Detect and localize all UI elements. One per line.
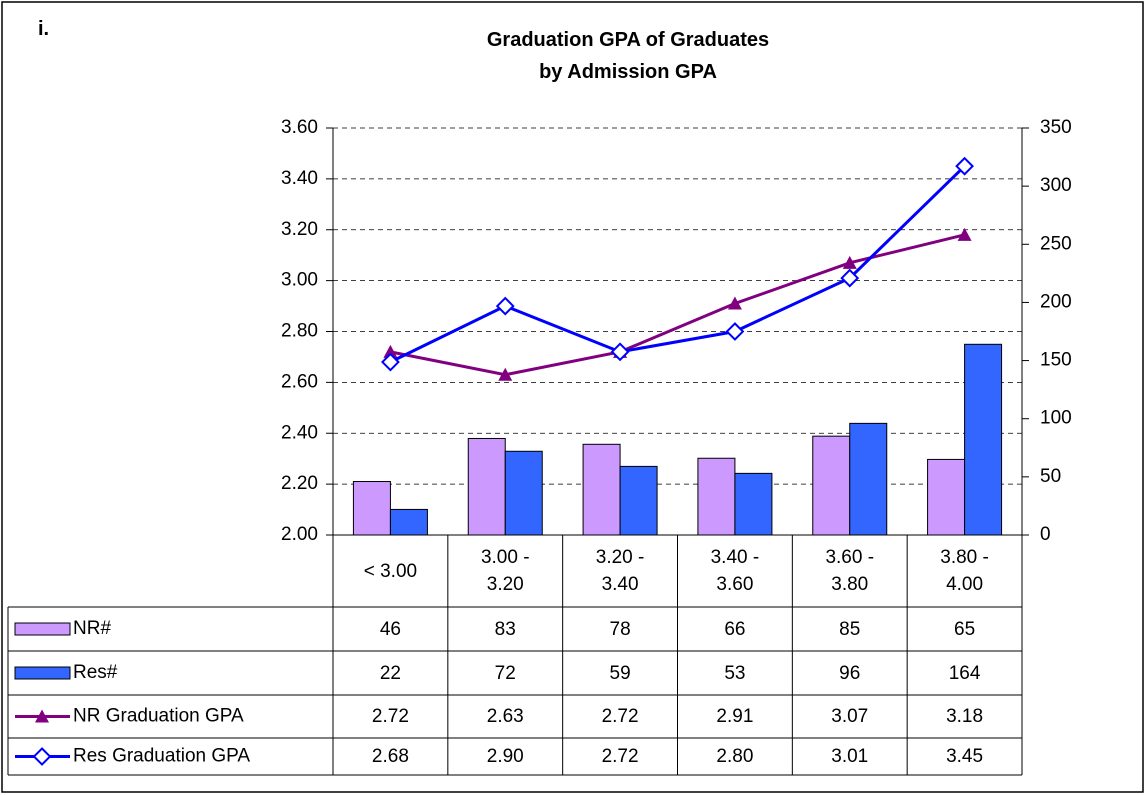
y-tick-label: 2.00	[281, 524, 318, 545]
bar	[927, 458, 966, 536]
bar	[389, 508, 428, 536]
marker	[725, 322, 745, 341]
table-cell: 65	[954, 618, 976, 640]
table-cell: 46	[379, 618, 401, 640]
table-cell: 2.68	[371, 746, 409, 767]
table-cell: 164	[948, 662, 981, 684]
bar	[582, 443, 621, 536]
table-cell: 96	[839, 662, 861, 684]
bar	[697, 457, 736, 536]
table-cell: 72	[494, 662, 516, 684]
x-tick-label: 3.40 - 3.60	[710, 547, 760, 595]
table-cell: 2.72	[601, 746, 639, 767]
panel-label: i.	[38, 18, 50, 40]
bar	[849, 422, 888, 536]
y-tick-label: 3.20	[281, 219, 318, 240]
legend-label: NR#	[73, 618, 111, 639]
marker	[495, 296, 515, 316]
y-tick-label: 3.40	[281, 168, 318, 189]
table-cell: 78	[609, 618, 631, 640]
table-cell: 2.91	[716, 706, 754, 727]
bar	[619, 465, 658, 536]
line	[389, 165, 966, 364]
table-cell: 66	[724, 618, 746, 640]
marker	[842, 255, 857, 269]
y2-tick-label: 200	[1040, 291, 1072, 312]
bar	[504, 450, 543, 536]
bar	[734, 472, 773, 536]
x-tick-label: 3.60 - 3.80	[825, 547, 875, 595]
x-tick-label: 3.80 - 4.00	[940, 547, 989, 595]
table-cell: 22	[379, 662, 401, 684]
y2-tick-label: 150	[1040, 350, 1072, 371]
marker	[381, 352, 400, 372]
marker	[35, 709, 49, 723]
x-tick-label: 3.00 - 3.20	[480, 547, 530, 595]
marker	[32, 747, 52, 766]
y2-tick-label: 0	[1040, 524, 1051, 545]
legend-label: Res Graduation GPA	[73, 746, 250, 767]
y2-tick-label: 350	[1040, 117, 1072, 138]
legend-swatch	[14, 622, 71, 636]
table-cell: 2.90	[486, 746, 524, 767]
marker	[957, 227, 972, 241]
y-tick-label: 2.80	[281, 321, 318, 342]
legend-swatch	[14, 666, 71, 680]
bar	[964, 343, 1003, 536]
y2-tick-label: 100	[1040, 408, 1072, 429]
table-cell: 59	[609, 662, 631, 684]
table-cell: 83	[494, 618, 516, 640]
y2-tick-label: 50	[1040, 466, 1061, 487]
table-cell: 2.72	[371, 706, 409, 727]
bar	[812, 435, 851, 536]
marker	[727, 296, 742, 310]
x-tick-label: 3.20 - 3.40	[595, 547, 645, 595]
legend-label: Res#	[73, 662, 118, 683]
x-tick-label: < 3.00	[363, 560, 418, 582]
marker	[610, 342, 630, 362]
marker	[383, 344, 398, 358]
table-cell: 3.01	[831, 746, 869, 767]
table-cell: 53	[724, 662, 746, 684]
y-tick-label: 2.60	[281, 371, 318, 392]
chart-title: Graduation GPA of Graduates by Admission…	[486, 29, 770, 83]
y-tick-label: 3.00	[281, 270, 318, 291]
table-cell: 3.07	[831, 706, 869, 727]
line	[390, 233, 965, 377]
table-cell: 85	[839, 618, 861, 640]
table-cell: 2.80	[716, 746, 754, 767]
marker	[498, 367, 513, 381]
table-cell: 2.72	[601, 706, 639, 727]
bar	[467, 437, 506, 536]
marker	[840, 268, 860, 288]
y-tick-label: 2.40	[281, 422, 318, 443]
bar	[352, 481, 391, 536]
y2-tick-label: 300	[1040, 175, 1072, 196]
y-tick-label: 3.60	[281, 117, 318, 138]
table-cell: 3.18	[946, 706, 984, 727]
legend-label: NR Graduation GPA	[73, 706, 244, 727]
table-cell: 3.45	[946, 746, 984, 767]
y2-tick-label: 250	[1040, 233, 1072, 254]
marker	[955, 156, 974, 176]
y-tick-label: 2.20	[281, 473, 318, 494]
table-cell: 2.63	[486, 706, 524, 727]
